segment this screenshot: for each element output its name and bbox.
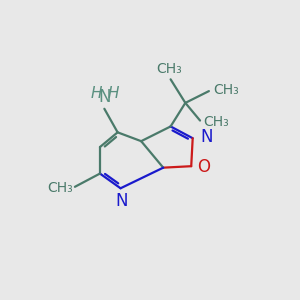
Text: CH₃: CH₃ <box>213 82 239 97</box>
Text: N: N <box>116 192 128 210</box>
Text: N: N <box>200 128 213 146</box>
Text: H: H <box>91 86 102 101</box>
Text: H: H <box>107 86 119 101</box>
Text: N: N <box>99 88 111 106</box>
Text: CH₃: CH₃ <box>203 115 229 129</box>
Text: CH₃: CH₃ <box>47 181 73 195</box>
Text: O: O <box>197 158 210 176</box>
Text: CH₃: CH₃ <box>156 62 182 76</box>
